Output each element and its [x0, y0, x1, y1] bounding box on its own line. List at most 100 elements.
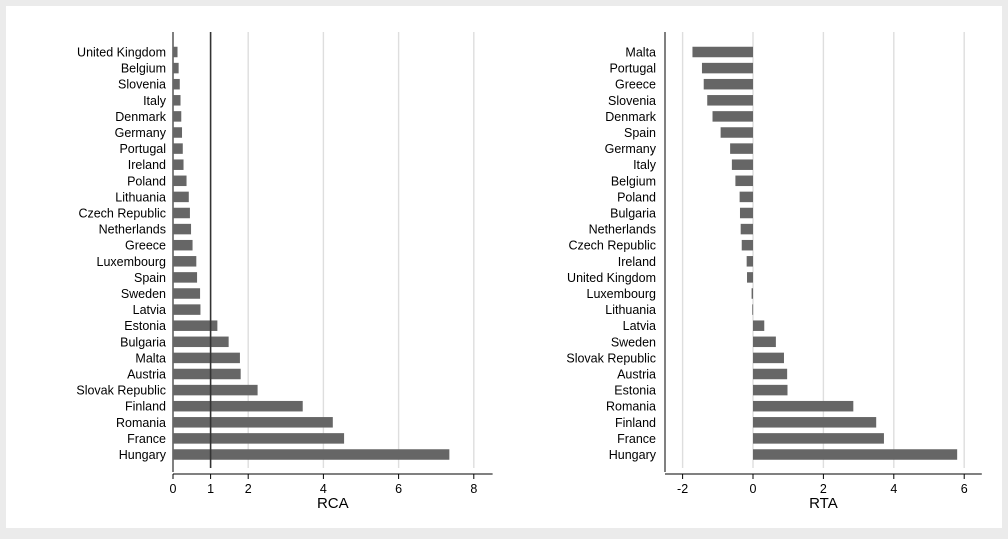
- panel2-category-label: Malta: [625, 46, 656, 60]
- panel1-category-label: Bulgaria: [120, 335, 166, 349]
- panel1-category-label: Germany: [115, 126, 167, 140]
- panel1-x-tick-label: 8: [470, 482, 477, 496]
- panel1-bar: [173, 352, 240, 364]
- panel1-bar: [173, 449, 450, 460]
- panel2-bar: [753, 336, 776, 348]
- panel2-bar: [746, 256, 753, 267]
- panel2-bar: [740, 223, 753, 235]
- panel2-bar: [712, 111, 753, 122]
- panel2-category-label: Austria: [617, 368, 656, 382]
- panel2-bar: [692, 46, 753, 58]
- panel1-category-label: Spain: [134, 271, 166, 285]
- panel1-bar: [173, 111, 182, 122]
- panel2-category-label: Spain: [624, 126, 656, 140]
- panel2-bar: [703, 78, 753, 90]
- panel1-bar: [173, 336, 229, 348]
- panel1-bar: [173, 288, 201, 299]
- panel1-category-label: France: [127, 432, 166, 446]
- panel1-category-label: Lithuania: [115, 190, 166, 204]
- panel2-bar: [747, 272, 753, 283]
- panel1-category-label: Denmark: [115, 110, 166, 124]
- panel1-category-label: United Kingdom: [77, 46, 166, 60]
- panel2-category-label: Czech Republic: [568, 239, 656, 253]
- panel2-category-label: Slovenia: [608, 94, 656, 108]
- panel2-bar: [753, 433, 884, 444]
- panel1-bar: [173, 256, 197, 267]
- panel2-bar: [753, 320, 765, 331]
- panel2-bar: [752, 304, 754, 315]
- panel1-category-label: Slovenia: [118, 78, 166, 92]
- panel1-bar: [173, 384, 258, 396]
- panel2-bar: [751, 288, 753, 299]
- panel2-category-label: Germany: [605, 142, 657, 156]
- panel2-category-label: Sweden: [611, 335, 656, 349]
- panel1-category-label: Poland: [127, 174, 166, 188]
- panel1-bar: [173, 46, 178, 58]
- panel1-bar: [173, 400, 303, 412]
- panel1-category-label: Sweden: [121, 287, 166, 301]
- panel2-category-label: Belgium: [611, 174, 656, 188]
- panel2-x-tick-label: -2: [677, 482, 688, 496]
- panel1-category-label: Finland: [125, 400, 166, 414]
- panel1-category-label: Greece: [125, 239, 166, 253]
- panel1-bar: [173, 159, 184, 170]
- panel1-x-tick-label: 1: [207, 482, 214, 496]
- panel2-category-label: United Kingdom: [567, 271, 656, 285]
- panel2-x-tick-label: 6: [961, 482, 968, 496]
- panel2-bar: [739, 207, 753, 219]
- panel2-category-label: Portugal: [609, 62, 656, 76]
- panel1-x-axis-label: RCA: [317, 495, 349, 512]
- panel1-bar: [173, 320, 218, 331]
- panel2-bar: [753, 400, 854, 412]
- panel2-bar: [753, 352, 784, 364]
- panel2-bar: [720, 127, 753, 138]
- panel2-category-label: Romania: [606, 400, 656, 414]
- panel2-category-label: Hungary: [609, 448, 657, 462]
- panel1-category-label: Portugal: [119, 142, 166, 156]
- panel1-bar: [173, 239, 193, 251]
- panel1-category-label: Latvia: [133, 303, 166, 317]
- panel1-category-label: Netherlands: [99, 223, 166, 237]
- panel1-category-label: Estonia: [124, 319, 166, 333]
- panel1-category-label: Belgium: [121, 62, 166, 76]
- panel2-bar: [753, 368, 788, 380]
- panel2-category-label: Greece: [615, 78, 656, 92]
- panel1-bar: [173, 175, 187, 187]
- panel1-category-label: Slovak Republic: [76, 384, 166, 398]
- panel1-category-label: Ireland: [128, 158, 166, 172]
- panel2-category-label: Lithuania: [605, 303, 656, 317]
- panel1-category-label: Malta: [135, 351, 166, 365]
- panel1-category-label: Austria: [127, 368, 166, 382]
- panel2-category-label: Bulgaria: [610, 207, 656, 221]
- panel2-bar: [701, 62, 753, 74]
- panel1-bar: [173, 143, 183, 154]
- panel2-category-label: Estonia: [614, 384, 656, 398]
- panel2-bar: [741, 239, 753, 251]
- panel1-bar: [173, 62, 179, 74]
- panel2-bar: [735, 175, 753, 187]
- panel1-category-label: Italy: [143, 94, 167, 108]
- panel2-category-label: Italy: [633, 158, 657, 172]
- panel1-bar: [173, 78, 180, 90]
- panel2-category-label: Finland: [615, 416, 656, 430]
- panel2-bar: [730, 143, 753, 154]
- panel2-bar: [753, 449, 958, 460]
- panel2-category-label: Ireland: [618, 255, 656, 269]
- panel1-x-tick-label: 2: [245, 482, 252, 496]
- panel1-bar: [173, 368, 241, 380]
- panel2-category-label: Latvia: [623, 319, 656, 333]
- panel2-bar: [753, 417, 877, 428]
- panel1-category-label: Romania: [116, 416, 166, 430]
- panel1-bar: [173, 304, 201, 315]
- panel1-x-tick-label: 0: [170, 482, 177, 496]
- panel1-category-label: Czech Republic: [78, 207, 166, 221]
- panel2-category-label: France: [617, 432, 656, 446]
- panel1-category-label: Luxembourg: [97, 255, 167, 269]
- panel1-x-tick-label: 6: [395, 482, 402, 496]
- panel2-bar: [753, 384, 788, 396]
- panel1-bar: [173, 191, 189, 203]
- panel2-category-label: Luxembourg: [587, 287, 657, 301]
- panel2-category-label: Denmark: [605, 110, 656, 124]
- panel2-category-label: Poland: [617, 190, 656, 204]
